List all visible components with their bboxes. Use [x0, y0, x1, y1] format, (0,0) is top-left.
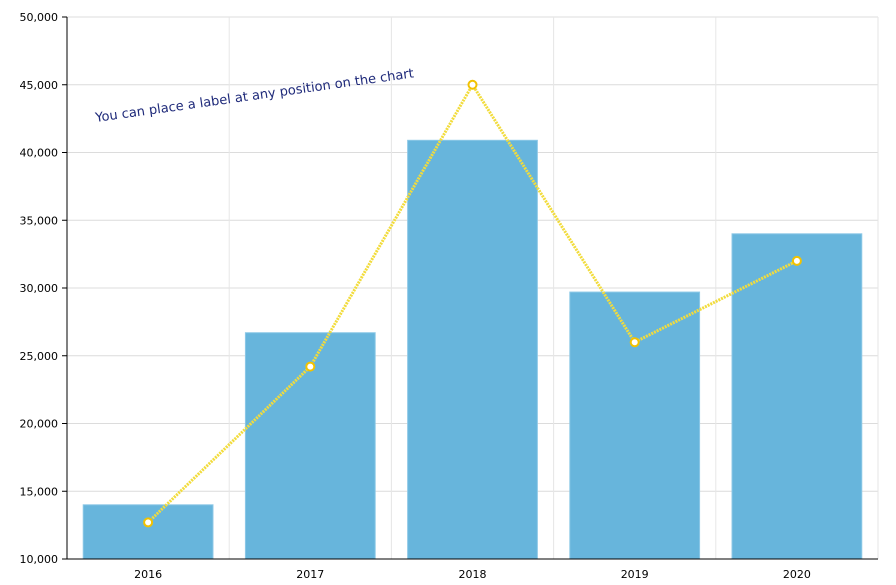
y-tick-label: 30,000 — [20, 282, 59, 295]
line-series — [143, 79, 802, 528]
axes — [62, 16, 878, 560]
y-tick-label: 45,000 — [20, 79, 59, 92]
y-tick-label: 20,000 — [20, 418, 59, 431]
line-point-2017 — [305, 361, 316, 372]
bar-series — [82, 139, 863, 560]
y-tick-label: 35,000 — [20, 214, 59, 227]
bar-2020 — [731, 233, 863, 560]
x-tick-label: 2020 — [783, 568, 811, 581]
bar-2019 — [569, 291, 701, 560]
y-tick-label: 25,000 — [20, 350, 59, 363]
x-tick-label: 2019 — [621, 568, 649, 581]
y-tick-label: 10,000 — [20, 553, 59, 566]
y-tick-label: 50,000 — [20, 11, 59, 24]
y-tick-label: 15,000 — [20, 485, 59, 498]
chart-annotation: You can place a label at any position on… — [93, 66, 414, 126]
y-axis-ticks: 10,000 15,000 20,000 25,000 30,000 35,000 40,0… — [20, 11, 59, 566]
x-axis-ticks: 2016 2017 2018 2019 2020 — [134, 568, 811, 581]
line-point-2019 — [629, 337, 640, 348]
x-tick-label: 2018 — [459, 568, 487, 581]
line-point-2018 — [467, 79, 478, 90]
line-point-2016 — [143, 517, 154, 528]
x-tick-label: 2017 — [296, 568, 324, 581]
bar-2018 — [407, 139, 538, 560]
line-point-2020 — [791, 255, 802, 266]
y-tick-label: 40,000 — [20, 147, 59, 160]
x-tick-label: 2016 — [134, 568, 162, 581]
bar-2016 — [82, 504, 214, 560]
